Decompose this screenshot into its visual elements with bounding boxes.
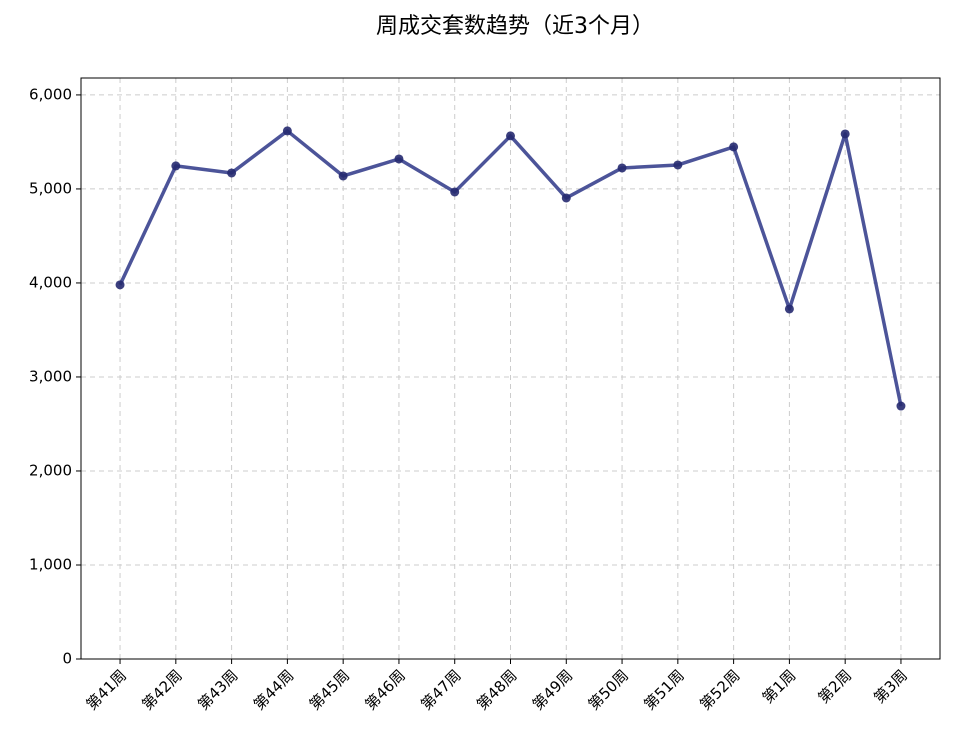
x-tick-label: 第50周	[585, 666, 632, 713]
plot-frame	[80, 77, 941, 660]
y-tick-label: 1,000	[29, 555, 72, 573]
point	[115, 280, 125, 290]
x-tick-label: 第49周	[529, 666, 576, 713]
point	[561, 193, 571, 203]
point	[394, 154, 404, 164]
x-tick-label: 第52周	[696, 666, 743, 713]
y-tick-label: 6,000	[29, 85, 72, 103]
x-tick-label: 第51周	[640, 666, 687, 713]
x-tick-label: 第1周	[759, 666, 800, 707]
point	[896, 401, 906, 411]
x-tick-label: 第3周	[870, 666, 911, 707]
x-tick-label: 第41周	[83, 666, 130, 713]
y-tick-label: 0	[62, 650, 72, 668]
x-tick-label: 第43周	[194, 666, 241, 713]
chart-title: 周成交套数趋势（近3个月）	[376, 14, 654, 39]
y-tick-label: 4,000	[29, 273, 72, 291]
y-tick-label: 5,000	[29, 179, 72, 197]
point	[171, 161, 181, 171]
y-tick-label: 3,000	[29, 367, 72, 385]
x-tick-label: 第45周	[306, 666, 353, 713]
y-tick-label: 2,000	[29, 461, 72, 479]
point	[338, 171, 348, 181]
x-tick-label: 第2周	[814, 666, 855, 707]
point	[784, 304, 794, 314]
x-tick-label: 第48周	[473, 666, 520, 713]
x-tick-label: 第44周	[250, 666, 297, 713]
x-tick-label: 第42周	[138, 666, 185, 713]
point	[617, 163, 627, 173]
point	[227, 168, 237, 178]
x-tick-label: 第47周	[417, 666, 464, 713]
point	[729, 142, 739, 152]
point	[450, 187, 460, 197]
point	[506, 131, 515, 141]
point	[840, 129, 850, 139]
point	[673, 160, 683, 170]
x-tick-label: 第46周	[362, 666, 409, 713]
point	[282, 126, 292, 136]
